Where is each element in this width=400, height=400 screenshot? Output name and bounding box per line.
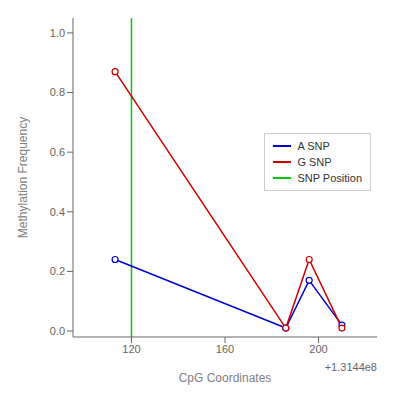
svg-text:0.4: 0.4 xyxy=(50,206,65,218)
svg-text:0.2: 0.2 xyxy=(50,265,65,277)
svg-text:160: 160 xyxy=(216,343,234,355)
svg-text:0.6: 0.6 xyxy=(50,146,65,158)
svg-text:0.0: 0.0 xyxy=(50,325,65,337)
svg-text:200: 200 xyxy=(309,343,327,355)
html-text:+1.3144e8: +1.3144e8 xyxy=(324,361,377,373)
svg-text:1.0: 1.0 xyxy=(50,27,65,39)
html-text:G SNP: G SNP xyxy=(297,155,332,168)
html-text:SNP Position: SNP Position xyxy=(297,171,362,184)
svg-text:0.8: 0.8 xyxy=(50,86,65,98)
html-text:A SNP: A SNP xyxy=(297,139,330,152)
svg-text:CpG Coordinates: CpG Coordinates xyxy=(179,371,272,385)
svg-text:Methylation Frequency: Methylation Frequency xyxy=(16,117,30,238)
svg-text:120: 120 xyxy=(122,343,140,355)
